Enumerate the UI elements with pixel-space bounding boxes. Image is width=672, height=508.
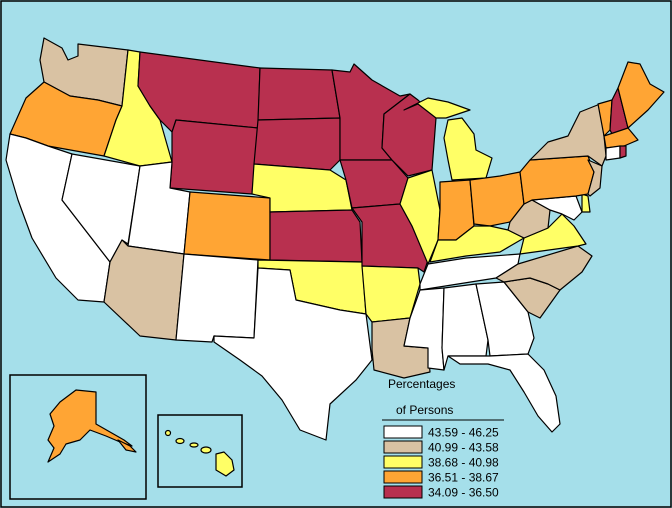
state-kentucky (429, 225, 525, 263)
state-massachusetts (603, 127, 639, 149)
state-new-mexico (175, 253, 259, 343)
lower-48-states (5, 37, 665, 441)
state-kansas (269, 209, 363, 263)
state-connecticut (605, 145, 621, 161)
alaska-inset-frame (9, 374, 147, 500)
state-alaska (47, 389, 137, 463)
legend-swatch-1 (383, 425, 423, 439)
legend-swatch-2 (383, 440, 423, 454)
legend-swatch-5 (383, 485, 423, 499)
state-wyoming (169, 119, 259, 195)
state-colorado (183, 191, 271, 261)
state-iowa (339, 159, 409, 209)
state-michigan-lower (443, 117, 493, 181)
legend-swatch-4 (383, 470, 423, 484)
state-north-carolina (495, 245, 593, 291)
hawaii-inset-frame (157, 414, 243, 488)
state-florida (447, 353, 561, 433)
legend-label-4: 36.51 - 38.67 (428, 471, 499, 485)
state-tennessee (419, 253, 521, 291)
legend: Percentages of Persons 43.59 - 46.2540.9… (382, 377, 504, 500)
state-south-dakota (253, 117, 341, 171)
state-rhode-island (619, 145, 627, 159)
state-north-dakota (257, 67, 341, 121)
legend-title-line1: Percentages (388, 377, 455, 391)
legend-label-5: 34.09 - 36.50 (428, 486, 499, 500)
legend-label-1: 43.59 - 46.25 (428, 426, 499, 440)
legend-title-line2: of Persons (396, 403, 453, 417)
state-maine (617, 61, 665, 129)
state-texas (213, 267, 373, 441)
state-hawaii (164, 429, 235, 477)
legend-label-2: 40.99 - 43.58 (428, 441, 499, 455)
state-michigan-upper (403, 97, 471, 119)
legend-label-3: 38.68 - 40.98 (428, 456, 499, 470)
state-delaware (581, 193, 591, 213)
legend-swatch-3 (383, 455, 423, 469)
